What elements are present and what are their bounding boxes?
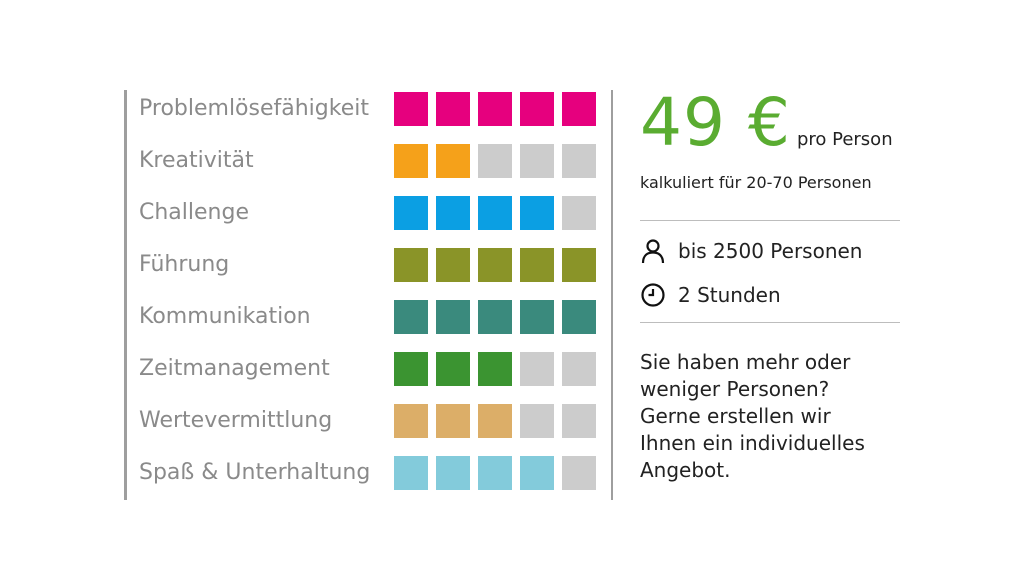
rating-square-filled	[478, 456, 512, 490]
rating-row: Spaß & Unterhaltung	[139, 448, 599, 500]
rating-square-filled	[436, 144, 470, 178]
rating-label: Führung	[139, 252, 230, 277]
rating-square-empty	[520, 144, 554, 178]
rating-square-filled	[520, 196, 554, 230]
rating-square-filled	[478, 352, 512, 386]
note-line: Gerne erstellen wir	[640, 404, 831, 428]
rating-square-filled	[478, 300, 512, 334]
rating-square-filled	[520, 248, 554, 282]
duration-line: 2 Stunden	[640, 282, 781, 308]
rating-square-filled	[436, 456, 470, 490]
rating-square-filled	[478, 404, 512, 438]
rating-label: Problemlösefähigkeit	[139, 96, 369, 121]
rating-square-filled	[394, 456, 428, 490]
rating-square-empty	[562, 456, 596, 490]
rating-square-filled	[478, 92, 512, 126]
left-divider	[124, 90, 127, 500]
rating-square-filled	[436, 352, 470, 386]
note-line: Angebot.	[640, 458, 731, 482]
rating-square-filled	[394, 300, 428, 334]
rating-square-empty	[478, 144, 512, 178]
rating-square-filled	[478, 196, 512, 230]
duration-text: 2 Stunden	[678, 283, 781, 307]
rating-label: Kreativität	[139, 148, 254, 173]
rating-square-filled	[394, 404, 428, 438]
rating-row: Problemlösefähigkeit	[139, 84, 599, 136]
rating-square-empty	[562, 352, 596, 386]
note-line: weniger Personen?	[640, 377, 830, 401]
rating-label: Kommunikation	[139, 304, 311, 329]
rating-square-filled	[394, 144, 428, 178]
rating-label: Zeitmanagement	[139, 356, 330, 381]
rating-square-filled	[436, 248, 470, 282]
rating-row: Kommunikation	[139, 292, 599, 344]
rating-label: Spaß & Unterhaltung	[139, 460, 371, 485]
rating-square-filled	[436, 404, 470, 438]
rating-square-filled	[520, 456, 554, 490]
rating-square-filled	[562, 248, 596, 282]
capacity-line: bis 2500 Personen	[640, 238, 862, 264]
rating-square-filled	[478, 248, 512, 282]
rating-label: Wertevermittlung	[139, 408, 333, 433]
rating-row: Zeitmanagement	[139, 344, 599, 396]
rating-square-empty	[520, 404, 554, 438]
separator-top	[640, 220, 900, 221]
rating-list: Problemlösefähigkeit Kreativität Challenge…	[139, 84, 599, 500]
custom-offer-note: Sie haben mehr oder weniger Personen? Ge…	[640, 349, 910, 484]
person-icon	[640, 238, 666, 264]
price-block: 49 € pro Person	[640, 84, 893, 161]
rating-square-empty	[562, 196, 596, 230]
capacity-text: bis 2500 Personen	[678, 239, 863, 263]
rating-square-filled	[394, 248, 428, 282]
rating-square-empty	[562, 404, 596, 438]
rating-square-filled	[394, 92, 428, 126]
rating-square-filled	[520, 300, 554, 334]
note-line: Ihnen ein individuelles	[640, 431, 865, 455]
price-amount: 49 €	[640, 84, 791, 161]
price-unit: pro Person	[796, 129, 893, 150]
rating-square-filled	[562, 300, 596, 334]
rating-square-filled	[436, 300, 470, 334]
calculation-note: kalkuliert für 20-70 Personen	[640, 173, 872, 192]
rating-square-filled	[394, 196, 428, 230]
rating-row: Kreativität	[139, 136, 599, 188]
rating-row: Challenge	[139, 188, 599, 240]
rating-label: Challenge	[139, 200, 249, 225]
rating-square-empty	[562, 144, 596, 178]
rating-row: Führung	[139, 240, 599, 292]
rating-square-filled	[520, 92, 554, 126]
center-divider	[611, 90, 613, 500]
separator-bottom	[640, 322, 900, 323]
rating-square-filled	[436, 92, 470, 126]
clock-icon	[640, 282, 666, 308]
rating-square-filled	[562, 92, 596, 126]
rating-row: Wertevermittlung	[139, 396, 599, 448]
rating-square-filled	[436, 196, 470, 230]
note-line: Sie haben mehr oder	[640, 350, 851, 374]
rating-square-filled	[394, 352, 428, 386]
rating-square-empty	[520, 352, 554, 386]
